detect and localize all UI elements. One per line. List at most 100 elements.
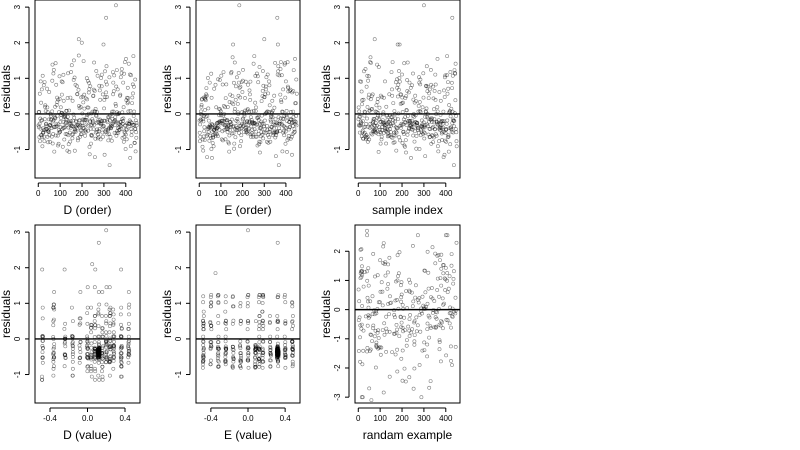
data-point	[60, 144, 65, 149]
data-point	[284, 109, 289, 113]
data-point	[246, 128, 251, 133]
data-point	[394, 130, 399, 135]
data-point	[231, 80, 236, 85]
data-point	[386, 282, 391, 286]
data-point	[364, 84, 369, 89]
data-point	[442, 276, 447, 281]
plot-frame	[34, 0, 141, 179]
data-point	[449, 80, 454, 85]
data-point	[119, 127, 124, 132]
data-point	[119, 360, 124, 365]
data-point	[395, 126, 400, 131]
data-point	[367, 386, 372, 391]
data-point	[47, 90, 52, 94]
data-point	[434, 133, 439, 138]
data-point	[56, 143, 60, 148]
data-point	[285, 60, 290, 65]
y-tick-label: -3	[333, 393, 342, 401]
data-point	[375, 96, 380, 101]
data-point	[409, 290, 414, 295]
data-point	[439, 319, 444, 324]
data-point	[433, 251, 438, 256]
data-point	[361, 284, 366, 289]
data-point	[362, 109, 367, 114]
data-point	[438, 276, 443, 281]
panel-6: 0 100 200 300 400 -3 -2 -1 0 1 2 randam example resi…	[319, 224, 461, 442]
data-point	[275, 129, 280, 134]
data-point	[227, 149, 232, 154]
data-point	[78, 350, 83, 355]
data-point	[76, 123, 81, 128]
data-point	[119, 357, 123, 361]
data-point	[408, 119, 413, 123]
data-point	[76, 37, 81, 42]
data-point	[360, 128, 365, 133]
data-point	[255, 122, 260, 127]
data-point	[357, 299, 362, 304]
data-point	[358, 122, 363, 127]
data-point	[387, 92, 392, 97]
data-point	[388, 122, 393, 127]
y-axis-title: residuals	[319, 65, 333, 113]
data-point	[260, 318, 265, 323]
data-point	[257, 327, 261, 332]
data-point	[58, 129, 63, 134]
data-point	[280, 109, 285, 114]
data-point	[254, 105, 258, 110]
data-point	[206, 130, 211, 135]
point-group	[200, 228, 296, 370]
panel-2: 0 100 200 300 400 -1 0 1 2 3 E (order) residuals	[160, 0, 301, 217]
data-point	[282, 133, 287, 138]
data-point	[53, 133, 58, 138]
data-point	[292, 129, 297, 134]
data-point	[404, 108, 409, 113]
data-point	[420, 294, 425, 299]
data-point	[233, 97, 238, 102]
data-point	[122, 71, 126, 76]
data-point	[267, 135, 272, 140]
data-point	[392, 140, 397, 145]
data-point	[379, 130, 383, 135]
x-tick-label: 0	[356, 189, 361, 198]
data-point	[429, 120, 434, 124]
data-point	[47, 117, 51, 122]
data-point	[409, 125, 414, 130]
data-point	[357, 130, 362, 135]
data-point	[446, 149, 451, 154]
data-point	[111, 349, 116, 354]
data-point	[127, 353, 132, 358]
data-point	[209, 323, 214, 328]
data-point	[283, 79, 288, 84]
data-point	[52, 149, 57, 154]
data-point	[283, 300, 288, 305]
data-point	[62, 352, 67, 357]
data-point	[246, 351, 251, 356]
data-point	[278, 121, 283, 126]
data-point	[97, 88, 102, 93]
data-point	[113, 115, 118, 119]
data-point	[254, 129, 259, 134]
data-point	[201, 319, 205, 324]
data-point	[249, 118, 254, 123]
data-point	[396, 117, 401, 122]
data-point	[273, 154, 278, 159]
data-point	[384, 349, 389, 354]
data-point	[366, 299, 370, 304]
data-point	[100, 377, 105, 382]
data-point	[201, 350, 206, 355]
data-point	[433, 261, 438, 266]
data-point	[111, 109, 116, 114]
data-point	[108, 347, 113, 352]
data-point	[229, 70, 234, 74]
data-point	[51, 359, 56, 364]
data-point	[104, 356, 109, 361]
data-point	[232, 146, 237, 151]
data-point	[406, 129, 411, 134]
data-point	[40, 346, 45, 351]
data-point	[40, 343, 45, 348]
data-point	[405, 60, 410, 65]
data-point	[118, 312, 123, 317]
data-point	[406, 324, 411, 329]
data-point	[104, 350, 109, 355]
data-point	[363, 67, 368, 71]
